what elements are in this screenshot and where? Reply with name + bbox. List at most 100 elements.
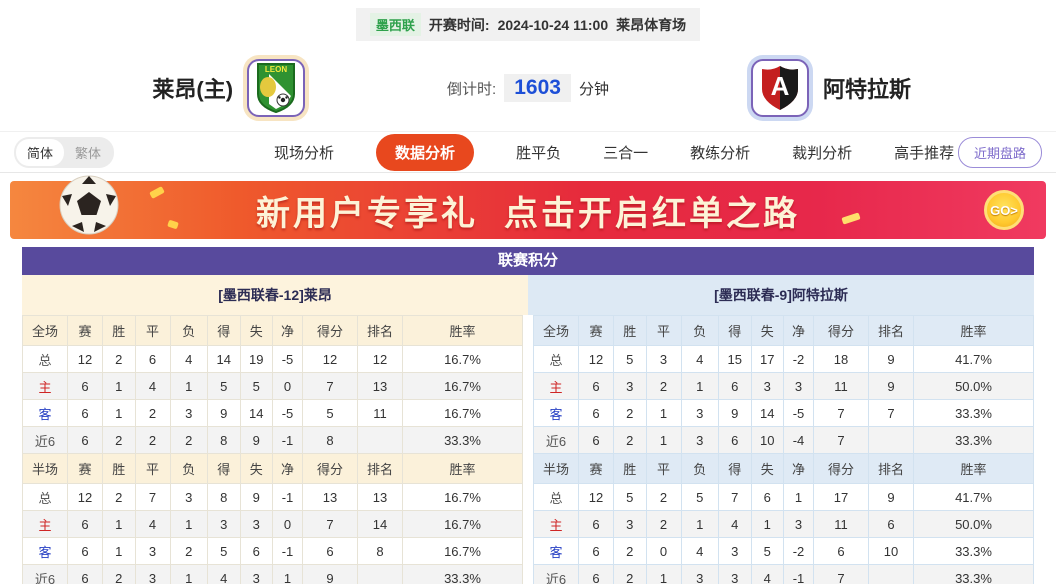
tab-现场分析[interactable]: 现场分析 [274, 144, 335, 162]
away-team-name: 阿特拉斯 [822, 77, 911, 102]
table-cell: 0 [645, 537, 682, 565]
recent-trend-button[interactable]: 近期盘路 [957, 136, 1042, 168]
table-cell: 11 [813, 372, 869, 400]
table-row: 客 6 2 0 4 3 5 -2 6 10 33.3% [533, 537, 1034, 565]
away-standings-table: 全场赛胜平负得失净得分 排名 胜率总 12 5 3 4 15 17 -2 18 9 41.7% 主 6 3 2 1… [533, 315, 1034, 584]
table-cell: 1 [645, 564, 682, 584]
promo-banner[interactable]: 新用户专享礼 点击开启红单之路 GO> [10, 175, 1046, 239]
table-cell: 1 [102, 372, 136, 400]
column-header-row: 半场赛胜平负得失净得分 排名 胜率 [22, 453, 523, 484]
table-row: 客 6 1 3 2 5 6 -1 6 8 16.7% [22, 537, 523, 565]
table-cell: 41.7% [913, 483, 1034, 511]
column-header: 净 [783, 453, 814, 484]
table-cell: 3 [169, 399, 208, 427]
table-cell: 9 [302, 564, 358, 584]
table-cell: -5 [783, 399, 814, 427]
home-team-logo[interactable]: LEON [243, 55, 310, 121]
table-cell: 7 [302, 372, 358, 400]
column-header: 得 [718, 453, 752, 484]
table-cell: 3 [239, 564, 273, 584]
row-label: 主 [22, 510, 68, 538]
column-header-row: 全场赛胜平负得失净得分 排名 胜率 [533, 315, 1034, 346]
table-cell: 6 [302, 537, 358, 565]
column-header: 失 [239, 315, 273, 346]
lang-traditional[interactable]: 繁体 [75, 145, 102, 161]
tab-三合一[interactable]: 三合一 [603, 144, 649, 162]
column-header: 平 [134, 315, 171, 346]
go-button[interactable]: GO> [984, 190, 1024, 230]
row-label: 主 [533, 372, 579, 400]
table-cell: 3 [718, 537, 752, 565]
away-team-logo[interactable]: A [746, 55, 813, 121]
table-cell: 4 [207, 564, 241, 584]
table-cell: 6 [67, 564, 103, 584]
table-cell: 3 [680, 426, 719, 454]
table-cell: 9 [718, 399, 752, 427]
tab-数据分析[interactable]: 数据分析 [376, 133, 475, 171]
table-cell: 12 [578, 483, 614, 511]
table-cell: 5 [302, 399, 358, 427]
table-cell: 4 [680, 537, 719, 565]
table-cell: 6 [813, 537, 869, 565]
table-cell: 6 [67, 399, 103, 427]
table-cell: 1 [102, 537, 136, 565]
table-cell: 2 [134, 426, 171, 454]
column-header: 半场 [533, 453, 579, 484]
tab-高手推荐[interactable]: 高手推荐 [894, 144, 955, 162]
column-header: 排名 [868, 453, 914, 484]
table-cell: 3 [680, 399, 719, 427]
table-row: 总 12 2 6 4 14 19 -5 12 12 16.7% [22, 345, 523, 373]
column-header: 平 [645, 315, 682, 346]
table-cell: 10 [750, 426, 784, 454]
table-cell: 4 [750, 564, 784, 584]
row-label: 客 [22, 399, 68, 427]
table-cell: 3 [169, 483, 208, 511]
table-cell: 17 [813, 483, 869, 511]
row-label: 近6 [22, 426, 68, 454]
countdown: 倒计时: 1603 分钟 [447, 74, 609, 102]
table-cell: 13 [302, 483, 358, 511]
table-cell: 1 [102, 399, 136, 427]
table-cell: 1 [169, 372, 208, 400]
table-cell: 2 [613, 564, 647, 584]
table-cell: 6 [868, 510, 914, 538]
table-cell [357, 564, 403, 584]
column-header: 平 [645, 453, 682, 484]
table-cell: 11 [813, 510, 869, 538]
table-row: 总 12 5 2 5 7 6 1 17 9 41.7% [533, 483, 1034, 511]
table-cell: 9 [239, 426, 273, 454]
top-info-bar: 墨西联 开赛时间: 2024-10-24 11:00 莱昂体育场 [0, 0, 1056, 41]
row-label: 近6 [533, 426, 579, 454]
column-header: 得分 [813, 315, 869, 346]
table-cell: 13 [357, 483, 403, 511]
tab-胜平负[interactable]: 胜平负 [516, 144, 562, 162]
away-standings-header: [墨西联春-9]阿特拉斯 [528, 275, 1034, 315]
table-cell: 0 [272, 372, 303, 400]
table-cell: 2 [102, 483, 136, 511]
column-header: 得分 [302, 453, 358, 484]
table-cell: 7 [813, 426, 869, 454]
table-cell: 1 [169, 510, 208, 538]
table-cell: 7 [813, 399, 869, 427]
table-cell: 18 [813, 345, 869, 373]
table-row: 近6 6 2 1 3 6 10 -4 7 33.3% [533, 426, 1034, 454]
table-cell: 6 [718, 372, 752, 400]
table-cell: 2 [613, 537, 647, 565]
row-label: 客 [533, 399, 579, 427]
table-cell: 2 [102, 564, 136, 584]
tab-教练分析[interactable]: 教练分析 [690, 144, 751, 162]
table-cell: 50.0% [913, 510, 1034, 538]
table-cell: 1 [750, 510, 784, 538]
kickoff-label: 开赛时间: [428, 16, 490, 33]
lang-simplified[interactable]: 简体 [16, 138, 65, 166]
table-cell: 3 [207, 510, 241, 538]
row-label: 主 [22, 372, 68, 400]
table-cell: 1 [680, 372, 719, 400]
standings-title: 联赛积分 [22, 247, 1034, 275]
column-header: 净 [272, 315, 303, 346]
table-cell: 33.3% [913, 399, 1034, 427]
league-badge[interactable]: 墨西联 [369, 13, 421, 36]
tab-裁判分析[interactable]: 裁判分析 [792, 144, 853, 162]
svg-text:LEON: LEON [265, 65, 287, 74]
table-cell: 2 [645, 372, 682, 400]
